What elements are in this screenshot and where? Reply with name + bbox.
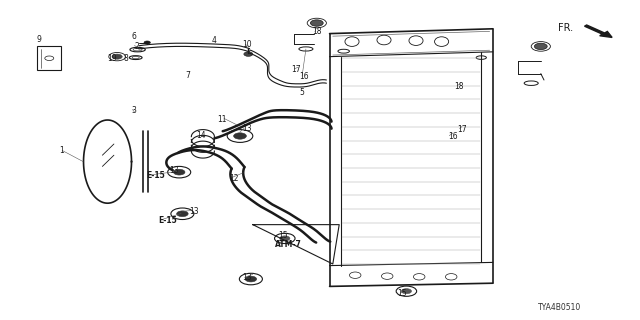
Text: 4: 4 (211, 36, 216, 45)
Text: ATM-7: ATM-7 (275, 240, 302, 249)
Circle shape (173, 169, 185, 175)
Circle shape (280, 236, 290, 241)
Text: 8: 8 (124, 54, 128, 63)
Text: 13: 13 (242, 273, 252, 282)
Text: 6: 6 (131, 32, 136, 41)
Text: 17: 17 (291, 65, 301, 74)
Text: 5: 5 (300, 88, 305, 97)
Text: TYA4B0510: TYA4B0510 (538, 303, 581, 312)
Circle shape (244, 52, 253, 56)
Text: 16: 16 (448, 132, 458, 141)
Circle shape (310, 20, 323, 26)
Text: 14: 14 (196, 132, 206, 140)
Circle shape (234, 133, 246, 139)
Bar (37, 46, 61, 70)
Text: 15: 15 (278, 231, 288, 240)
Text: 3: 3 (131, 106, 136, 115)
Circle shape (112, 54, 122, 59)
Text: 13: 13 (170, 166, 179, 175)
Text: E-15: E-15 (146, 171, 164, 180)
Text: 10: 10 (242, 40, 252, 49)
Circle shape (245, 276, 257, 282)
Circle shape (177, 211, 188, 217)
Text: FR.: FR. (558, 23, 573, 33)
FancyArrow shape (584, 25, 612, 37)
Text: 19: 19 (108, 54, 117, 63)
Text: 13: 13 (242, 124, 252, 133)
Text: 15: 15 (397, 289, 406, 298)
Text: 7: 7 (186, 71, 191, 80)
Text: E-15: E-15 (159, 216, 177, 225)
Text: 12: 12 (229, 174, 239, 183)
Text: 18: 18 (312, 28, 322, 36)
Text: 1: 1 (60, 146, 64, 155)
Text: 13: 13 (189, 207, 198, 216)
Circle shape (401, 289, 412, 294)
Text: 17: 17 (458, 125, 467, 134)
Text: 18: 18 (454, 82, 464, 91)
Circle shape (144, 41, 150, 44)
Text: 2: 2 (134, 42, 139, 51)
Text: 16: 16 (300, 72, 309, 81)
Text: 11: 11 (218, 115, 227, 124)
Text: 9: 9 (36, 35, 42, 44)
Circle shape (534, 43, 547, 50)
